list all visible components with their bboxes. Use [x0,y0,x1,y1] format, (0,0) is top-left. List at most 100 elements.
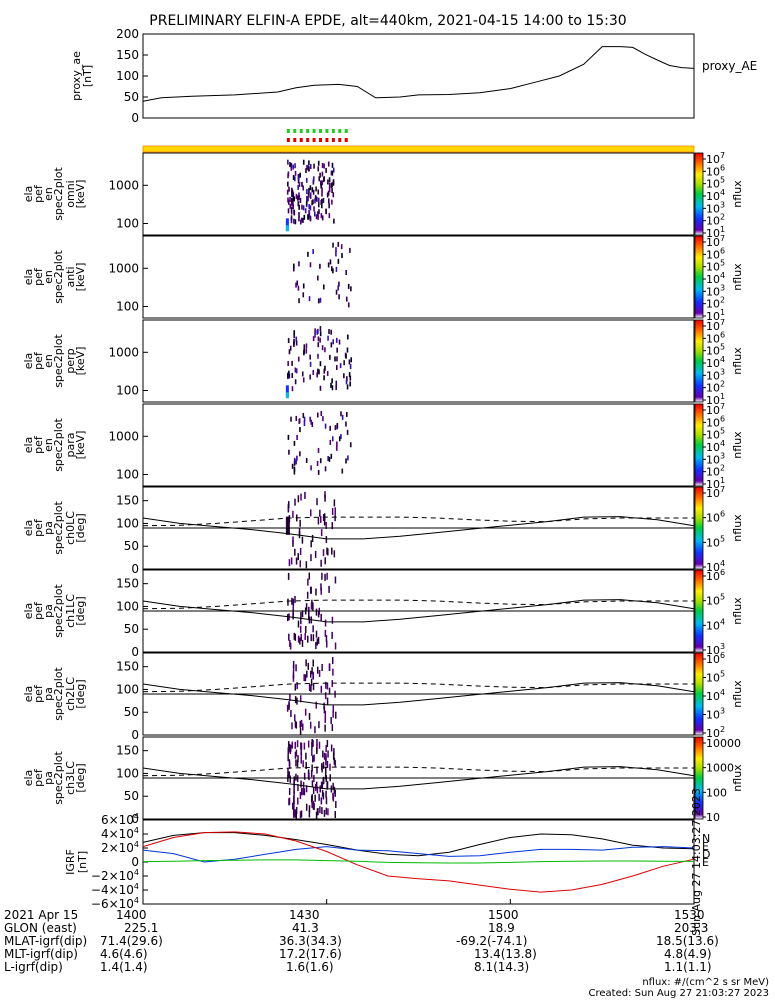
colorbar-tick-label: 103 [706,283,725,298]
spectrogram-pixel [308,296,311,302]
pitch-angle-pixel [321,789,324,797]
colorbar [694,235,704,319]
y-tick-label: −2×104 [91,868,139,883]
spectrogram-pixel [327,262,330,268]
pitch-angle-pixel [325,797,328,805]
pitch-angle-pixel [333,786,336,794]
colorbar-label: nflux [731,514,744,542]
pitch-angle-pixel [326,781,329,789]
pitch-angle-pixel [335,711,337,719]
y-tick-label: 50 [124,90,139,104]
spectrogram-pixel [312,199,314,205]
pitch-angle-pixel [288,798,290,806]
panel-ylabel: ela [22,520,35,537]
pitch-angle-pixel [296,740,299,748]
pitch-angle-pixel [315,608,318,616]
science-zone-bar [142,145,695,153]
pitch-angle-pixel [332,782,334,790]
spectrogram-pixel [287,361,289,367]
pitch-angle-pixel [308,611,310,619]
pitch-angle-pixel [302,788,305,796]
pitch-angle-pixel [330,744,333,752]
spectrogram-pixel [298,298,300,304]
pitch-angle-pixel [289,694,291,702]
y-tick-label: 200 [116,27,139,41]
pitch-angle-pixel [321,572,323,580]
pitch-angle-pixel [312,659,314,667]
pitch-angle-pixel [335,800,337,808]
pitch-angle-pixel [299,695,302,703]
spectrogram-pixel [318,369,320,375]
pitch-angle-pixel [310,509,312,517]
pitch-angle-pixel [300,719,303,727]
spectrogram-pixel [302,205,305,211]
pitch-angle-pixel [311,534,314,542]
spectrogram-pixel [335,247,337,253]
spectrogram-pixel [335,445,338,451]
pitch-angle-pixel [293,797,295,805]
spectrogram-frame [142,152,695,236]
pitch-angle-pixel [312,625,314,633]
spectrogram-pixel [313,211,316,217]
spectrogram-pixel [337,258,340,264]
pitch-angle-pixel [299,560,302,568]
spectrogram-pixel [317,353,319,359]
panel-ylabel: [deg] [74,679,87,708]
spectrogram-pixel [293,341,295,347]
pitch-angle-pixel [299,637,301,645]
pitch-angle-pixel [287,598,289,606]
colorbar [694,152,704,236]
spectrogram-pixel [285,385,289,398]
spectrogram-pixel [316,460,319,466]
pitch-angle-pixel [333,757,336,765]
pitch-angle-pixel [294,720,297,728]
spectrogram-pixel [292,195,295,201]
spectrogram-pixel [337,241,340,247]
spectrogram-pixel [319,326,322,332]
igrf-ylabel: [nT] [76,851,89,873]
pitch-angle-pixel [331,508,334,516]
spectrogram-pixel [315,196,317,202]
panel-ylabel: ch1LC [64,594,77,628]
spectrogram-pixel [289,203,292,209]
pitch-angle-pixel [294,595,296,603]
pitch-angle-pixel [328,687,331,695]
spectrogram-pixel [328,213,331,219]
pitch-angle-pixel [315,642,317,650]
pitch-angle-pixel [315,781,318,789]
panel-ylabel: ch2LC [64,677,77,711]
spectrogram-pixel [290,200,293,206]
pitch-angle-pixel [312,787,315,795]
spectrogram-pixel [329,354,331,360]
spectrogram-pixel [291,192,293,198]
pitch-angle-pixel [324,494,326,502]
spectrogram-pixel [349,364,352,370]
pitch-angle-pixel [304,632,306,640]
spectrogram-pixel [350,357,353,363]
y-tick-label: 100 [116,69,139,83]
pitch-angle-pixel [326,739,329,747]
science-flag-red [306,138,310,142]
pitch-angle-pixel [308,606,310,614]
spectrogram-pixel [303,416,306,422]
spectrogram-pixel [303,350,305,356]
spectrogram-pixel [291,386,294,392]
pitch-angle-pixel [310,678,313,686]
pitch-angle-pixel [316,746,318,754]
spectrogram-pixel [319,331,322,337]
pitch-angle-pixel [311,801,313,809]
spectrogram-pixel [320,203,323,209]
spectrogram-pixel [319,385,322,391]
pitch-angle-pixel [318,741,321,749]
panel-ylabel: [keV] [74,347,87,376]
spectrogram-pixel [346,429,349,435]
pitch-angle-pixel [294,696,297,704]
spectrogram-pixel [327,161,330,167]
science-flag-red [312,138,316,142]
pitch-angle-pixel [315,630,318,638]
y-tick-label: 6×104 [101,812,139,827]
pitch-angle-pixel [325,790,327,798]
spectrogram-pixel [349,247,351,253]
pitch-angle-pixel [288,701,290,709]
spectrogram-pixel [319,263,321,269]
